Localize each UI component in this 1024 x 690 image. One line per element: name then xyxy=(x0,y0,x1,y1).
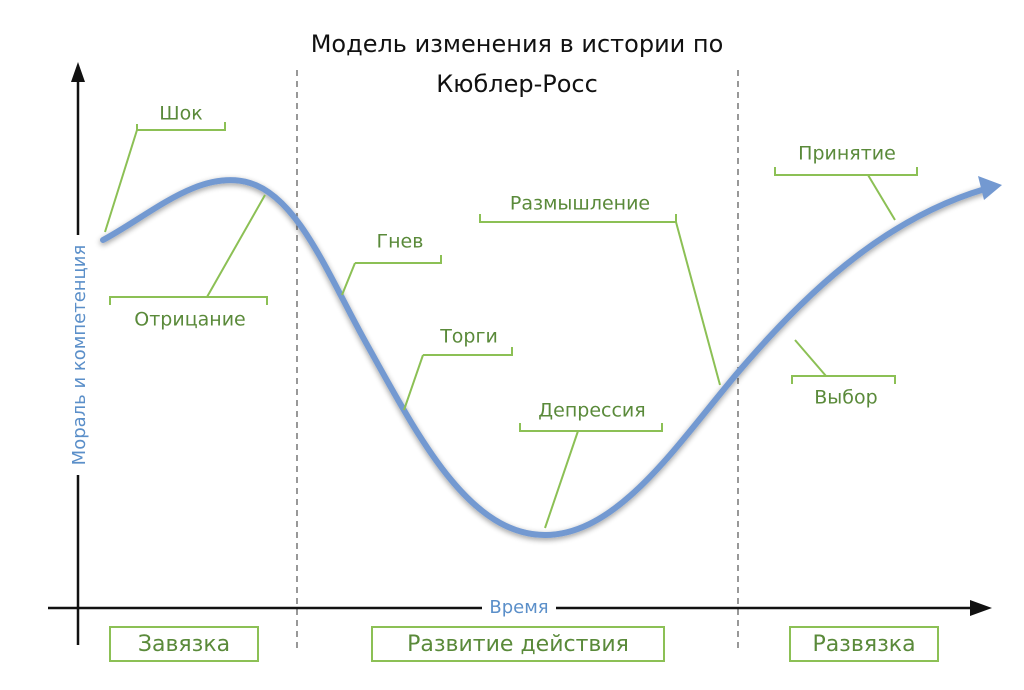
title-line: Кюблер-Росс xyxy=(436,70,598,98)
leader xyxy=(479,214,721,386)
leader xyxy=(104,122,226,233)
leader xyxy=(341,255,442,296)
curve-arrow xyxy=(978,176,1002,200)
stage-label: Принятие xyxy=(798,143,896,165)
label-bg xyxy=(66,235,90,475)
section-label: Завязка xyxy=(138,632,230,657)
y-axis-label: Мораль и компетенция xyxy=(69,245,90,466)
y-arrow xyxy=(71,62,85,82)
title-line: Модель изменения в истории по xyxy=(311,30,724,58)
curve xyxy=(100,177,988,539)
section-label: Развитие действия xyxy=(407,632,629,657)
stage-label: Отрицание xyxy=(134,309,245,331)
leader xyxy=(403,347,513,411)
stage-label: Выбор xyxy=(814,387,877,409)
leader xyxy=(519,423,663,529)
stage-label: Размышление xyxy=(510,193,650,215)
leader xyxy=(774,167,918,221)
stage-label: Шок xyxy=(159,103,202,125)
stage-label: Гнев xyxy=(377,231,424,253)
leader xyxy=(109,194,268,305)
label-bg xyxy=(482,597,556,619)
section-box xyxy=(789,626,939,662)
section-box xyxy=(109,626,259,662)
stage-label: Депрессия xyxy=(538,400,645,422)
x-arrow xyxy=(970,600,992,616)
section-label: Развязка xyxy=(812,632,915,657)
x-axis-label: Время xyxy=(489,597,548,618)
leader xyxy=(791,339,896,384)
stage-label: Торги xyxy=(439,326,498,348)
section-box xyxy=(371,626,665,662)
